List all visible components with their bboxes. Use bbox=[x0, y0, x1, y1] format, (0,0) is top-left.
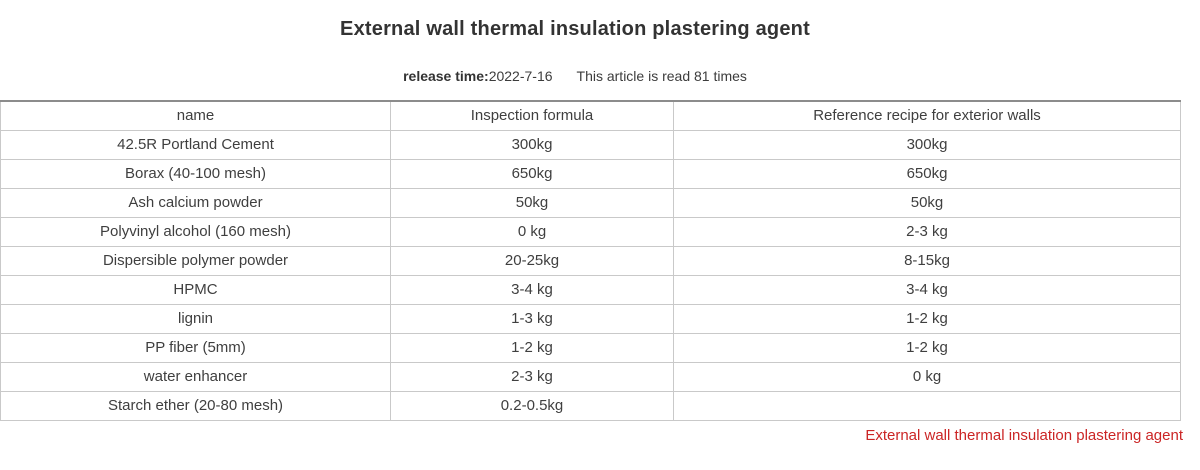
table-row: lignin 1-3 kg 1-2 kg bbox=[0, 303, 1181, 334]
article-header: External wall thermal insulation plaster… bbox=[0, 18, 1150, 84]
table-row: Starch ether (20-80 mesh) 0.2-0.5kg bbox=[0, 390, 1181, 421]
table-cell: 3-4 kg bbox=[673, 274, 1181, 305]
table-cell: 50kg bbox=[673, 187, 1181, 218]
table-cell: lignin bbox=[0, 303, 391, 334]
article-meta: release time:2022-7-16 This article is re… bbox=[0, 68, 1150, 84]
table-cell: 300kg bbox=[673, 129, 1181, 160]
table-cell: 2-3 kg bbox=[390, 361, 674, 392]
table-cell: Ash calcium powder bbox=[0, 187, 391, 218]
table-header-row: name Inspection formula Reference recipe f… bbox=[0, 100, 1181, 131]
column-header: Reference recipe for exterior walls bbox=[673, 100, 1181, 131]
table-cell: 0 kg bbox=[673, 361, 1181, 392]
table-cell: Borax (40-100 mesh) bbox=[0, 158, 391, 189]
table-cell: 42.5R Portland Cement bbox=[0, 129, 391, 160]
table-row: Dispersible polymer powder 20-25kg 8-15kg bbox=[0, 245, 1181, 276]
article-page: External wall thermal insulation plaster… bbox=[0, 18, 1200, 470]
table-cell: 3-4 kg bbox=[390, 274, 674, 305]
table-row: 42.5R Portland Cement 300kg 300kg bbox=[0, 129, 1181, 160]
table-cell: PP fiber (5mm) bbox=[0, 332, 391, 363]
table-row: Borax (40-100 mesh) 650kg 650kg bbox=[0, 158, 1181, 189]
table-cell: 650kg bbox=[673, 158, 1181, 189]
table-cell: Polyvinyl alcohol (160 mesh) bbox=[0, 216, 391, 247]
table-cell: 20-25kg bbox=[390, 245, 674, 276]
table-cell: 50kg bbox=[390, 187, 674, 218]
footer-article-link[interactable]: External wall thermal insulation plaster… bbox=[865, 426, 1183, 444]
recipe-table: name Inspection formula Reference recipe f… bbox=[0, 100, 1181, 421]
table-row: PP fiber (5mm) 1-2 kg 1-2 kg bbox=[0, 332, 1181, 363]
table-cell: HPMC bbox=[0, 274, 391, 305]
read-count-text: This article is read 81 times bbox=[576, 68, 747, 84]
table-row: HPMC 3-4 kg 3-4 kg bbox=[0, 274, 1181, 305]
table-cell: Starch ether (20-80 mesh) bbox=[0, 390, 391, 421]
table-row: Ash calcium powder 50kg 50kg bbox=[0, 187, 1181, 218]
release-time-value: 2022-7-16 bbox=[488, 68, 553, 84]
table-cell: 300kg bbox=[390, 129, 674, 160]
table-cell: 650kg bbox=[390, 158, 674, 189]
column-header: Inspection formula bbox=[390, 100, 674, 131]
column-header: name bbox=[0, 100, 391, 131]
table-cell: Dispersible polymer powder bbox=[0, 245, 391, 276]
table-cell: 0.2-0.5kg bbox=[390, 390, 674, 421]
release-time-label: release time: bbox=[403, 68, 489, 84]
page-title: External wall thermal insulation plaster… bbox=[340, 18, 810, 40]
table-cell bbox=[673, 390, 1181, 421]
table-cell: 2-3 kg bbox=[673, 216, 1181, 247]
table-cell: 1-2 kg bbox=[673, 332, 1181, 363]
table-cell: 1-2 kg bbox=[673, 303, 1181, 334]
table-cell: 0 kg bbox=[390, 216, 674, 247]
table-cell: water enhancer bbox=[0, 361, 391, 392]
table-row: water enhancer 2-3 kg 0 kg bbox=[0, 361, 1181, 392]
table-cell: 1-3 kg bbox=[390, 303, 674, 334]
table-cell: 1-2 kg bbox=[390, 332, 674, 363]
table-row: Polyvinyl alcohol (160 mesh) 0 kg 2-3 kg bbox=[0, 216, 1181, 247]
table-cell: 8-15kg bbox=[673, 245, 1181, 276]
